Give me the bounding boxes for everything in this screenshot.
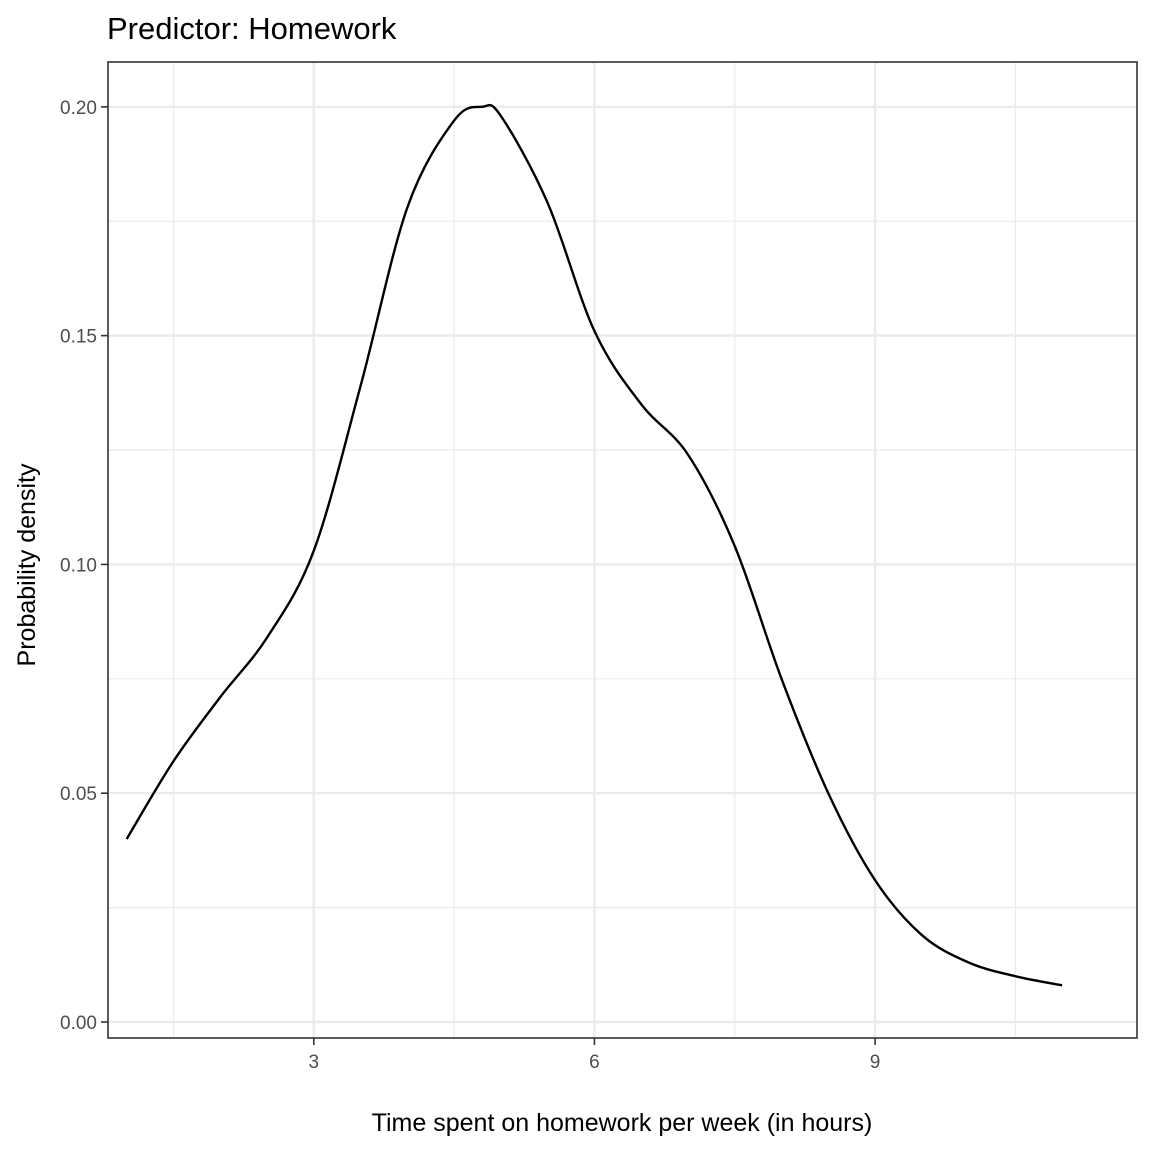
x-tick-label: 3 xyxy=(309,1052,320,1073)
x-axis-title: Time spent on homework per week (in hour… xyxy=(372,1109,873,1137)
chart-title: Predictor: Homework xyxy=(107,11,397,46)
y-tick-label: 0.20 xyxy=(60,98,97,119)
x-tick-label: 9 xyxy=(870,1052,881,1073)
y-tick-label: 0.10 xyxy=(60,555,97,576)
y-tick-label: 0.00 xyxy=(60,1013,97,1034)
x-tick-label: 6 xyxy=(589,1052,600,1073)
plot-panel-border xyxy=(107,61,1138,1039)
grid-layer xyxy=(108,62,1137,1038)
y-tick-label: 0.15 xyxy=(60,327,97,348)
y-axis-title: Probability density xyxy=(13,463,41,666)
density-curve xyxy=(125,103,1063,987)
ticks-layer: 3 6 9 0.00 0.05 0.10 0.15 0.20 xyxy=(60,98,880,1073)
series-layer xyxy=(125,103,1063,987)
y-tick-label: 0.05 xyxy=(60,784,97,805)
